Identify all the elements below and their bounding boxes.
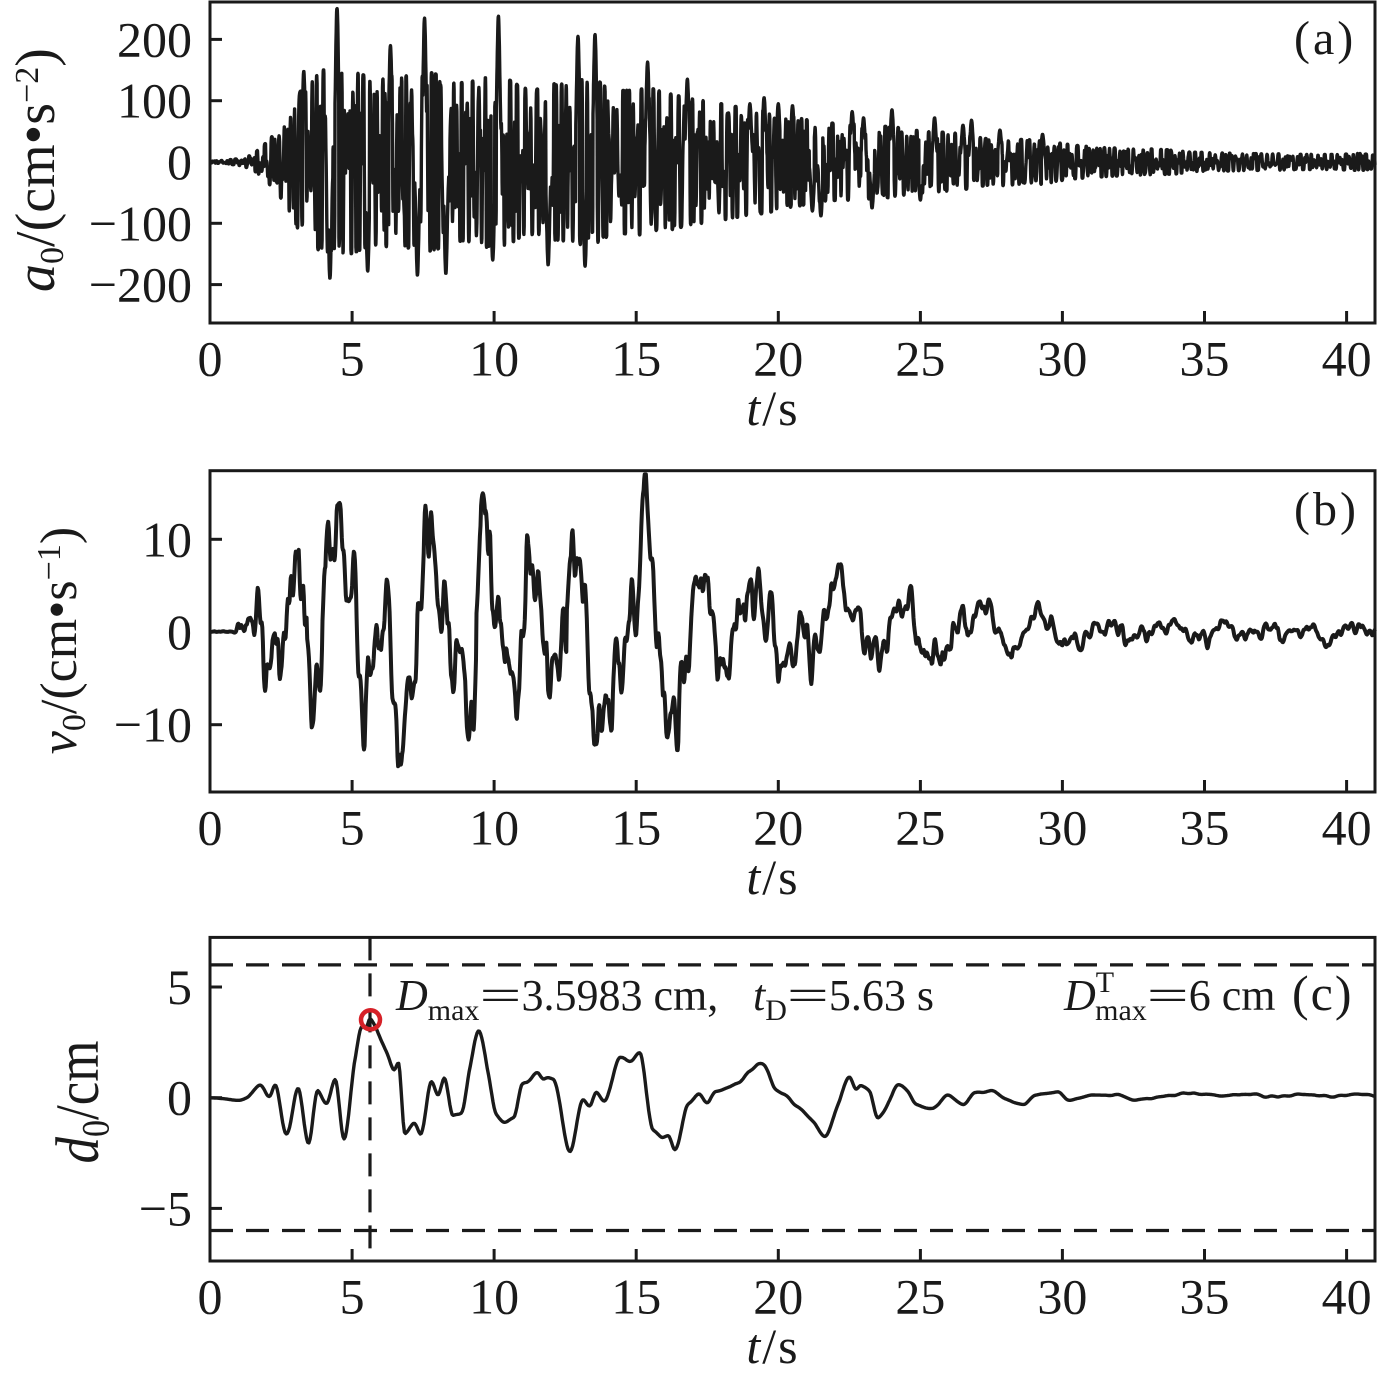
svg-text:0: 0 xyxy=(198,1269,223,1325)
svg-text:−100: −100 xyxy=(89,195,192,251)
svg-text:v0/(cm•s−1): v0/(cm•s−1) xyxy=(29,527,93,754)
svg-text:0: 0 xyxy=(198,800,223,856)
svg-text:25: 25 xyxy=(895,800,945,856)
svg-text:−5: −5 xyxy=(139,1180,192,1236)
svg-text:30: 30 xyxy=(1037,800,1087,856)
svg-text:35: 35 xyxy=(1180,331,1230,387)
svg-text:30: 30 xyxy=(1037,331,1087,387)
svg-text:20: 20 xyxy=(753,331,803,387)
svg-text:(a): (a) xyxy=(1294,12,1353,65)
svg-text:0: 0 xyxy=(167,134,192,190)
svg-text:35: 35 xyxy=(1180,800,1230,856)
svg-text:35: 35 xyxy=(1180,1269,1230,1325)
svg-text:5: 5 xyxy=(340,331,365,387)
svg-text:200: 200 xyxy=(117,11,192,67)
svg-text:40: 40 xyxy=(1322,331,1372,387)
svg-text:10: 10 xyxy=(469,1269,519,1325)
svg-text:Dmax=3.5983 cm,: Dmax=3.5983 cm, xyxy=(395,971,718,1027)
svg-text:10: 10 xyxy=(469,331,519,387)
svg-text:15: 15 xyxy=(611,800,661,856)
svg-text:0: 0 xyxy=(198,331,223,387)
svg-text:20: 20 xyxy=(753,800,803,856)
svg-text:t/s: t/s xyxy=(746,1318,799,1374)
svg-text:10: 10 xyxy=(469,800,519,856)
svg-text:(c): (c) xyxy=(1292,965,1352,1021)
svg-text:100: 100 xyxy=(117,73,192,129)
svg-text:10: 10 xyxy=(142,511,192,567)
svg-text:t/s: t/s xyxy=(746,849,799,905)
svg-text:15: 15 xyxy=(611,1269,661,1325)
svg-text:a0/(cm•s−2): a0/(cm•s−2) xyxy=(3,48,71,292)
svg-text:−10: −10 xyxy=(114,697,192,753)
svg-text:5: 5 xyxy=(340,800,365,856)
svg-text:−200: −200 xyxy=(89,257,192,313)
svg-text:40: 40 xyxy=(1322,800,1372,856)
svg-text:25: 25 xyxy=(895,331,945,387)
svg-text:(b): (b) xyxy=(1294,483,1356,536)
svg-text:20: 20 xyxy=(753,1269,803,1325)
svg-text:40: 40 xyxy=(1322,1269,1372,1325)
svg-text:15: 15 xyxy=(611,331,661,387)
svg-text:30: 30 xyxy=(1037,1269,1087,1325)
svg-text:25: 25 xyxy=(895,1269,945,1325)
svg-text:5: 5 xyxy=(167,959,192,1015)
svg-text:t/s: t/s xyxy=(746,380,799,436)
svg-text:0: 0 xyxy=(167,1070,192,1126)
svg-text:d0/cm: d0/cm xyxy=(44,1041,117,1164)
svg-text:0: 0 xyxy=(167,604,192,660)
svg-text:5: 5 xyxy=(340,1269,365,1325)
